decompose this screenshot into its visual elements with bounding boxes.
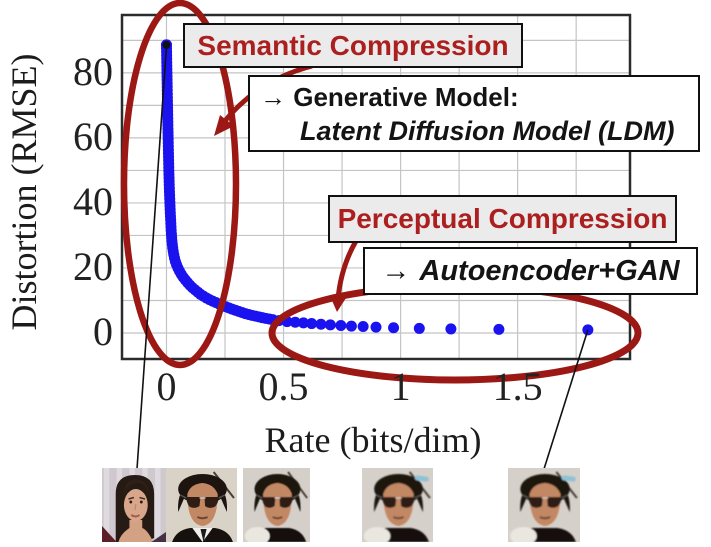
generative-model-callout: → Generative Model: Latent Diffusion Mod…	[248, 75, 700, 152]
arrow-icon: →	[381, 254, 411, 287]
y-tick-label: 40	[73, 179, 113, 225]
y-tick-label: 0	[93, 309, 113, 355]
autoencoder-gan-callout: → Autoencoder+GAN	[363, 247, 698, 295]
x-tick-label: 0.5	[258, 364, 309, 409]
autoencoder-gan-text: Autoencoder+GAN	[419, 254, 680, 287]
x-tick-label: 1	[390, 364, 411, 409]
x-axis-label: Rate (bits/dim)	[264, 420, 482, 460]
face-connector-lines	[136, 46, 589, 470]
face-recon-mid-rate-2	[362, 468, 433, 542]
face-recon-low-rate	[508, 468, 580, 542]
y-tick-label: 60	[73, 114, 113, 160]
semantic-region-ellipse	[120, 0, 240, 369]
peak-marker-dot	[162, 40, 171, 49]
face-recon-high-rate	[166, 468, 237, 542]
face-photo-original-woman	[102, 468, 166, 542]
x-tick-label: 0	[156, 364, 177, 409]
reconstruction-faces-strip	[0, 468, 711, 542]
semantic-compression-text: Semantic Compression	[197, 29, 509, 61]
y-tick-label: 80	[73, 49, 113, 95]
semantic-compression-label: Semantic Compression	[183, 23, 523, 68]
x-tick-label: 1.5	[492, 364, 543, 409]
y-tick-label: 20	[73, 244, 113, 290]
face-recon-mid-rate-1	[243, 468, 310, 542]
perceptual-compression-text: Perceptual Compression	[337, 203, 668, 234]
latent-diffusion-model-text: Latent Diffusion Model (LDM)	[300, 115, 675, 146]
generative-model-text: → Generative Model:	[260, 81, 519, 112]
perceptual-compression-label: Perceptual Compression	[328, 195, 677, 243]
